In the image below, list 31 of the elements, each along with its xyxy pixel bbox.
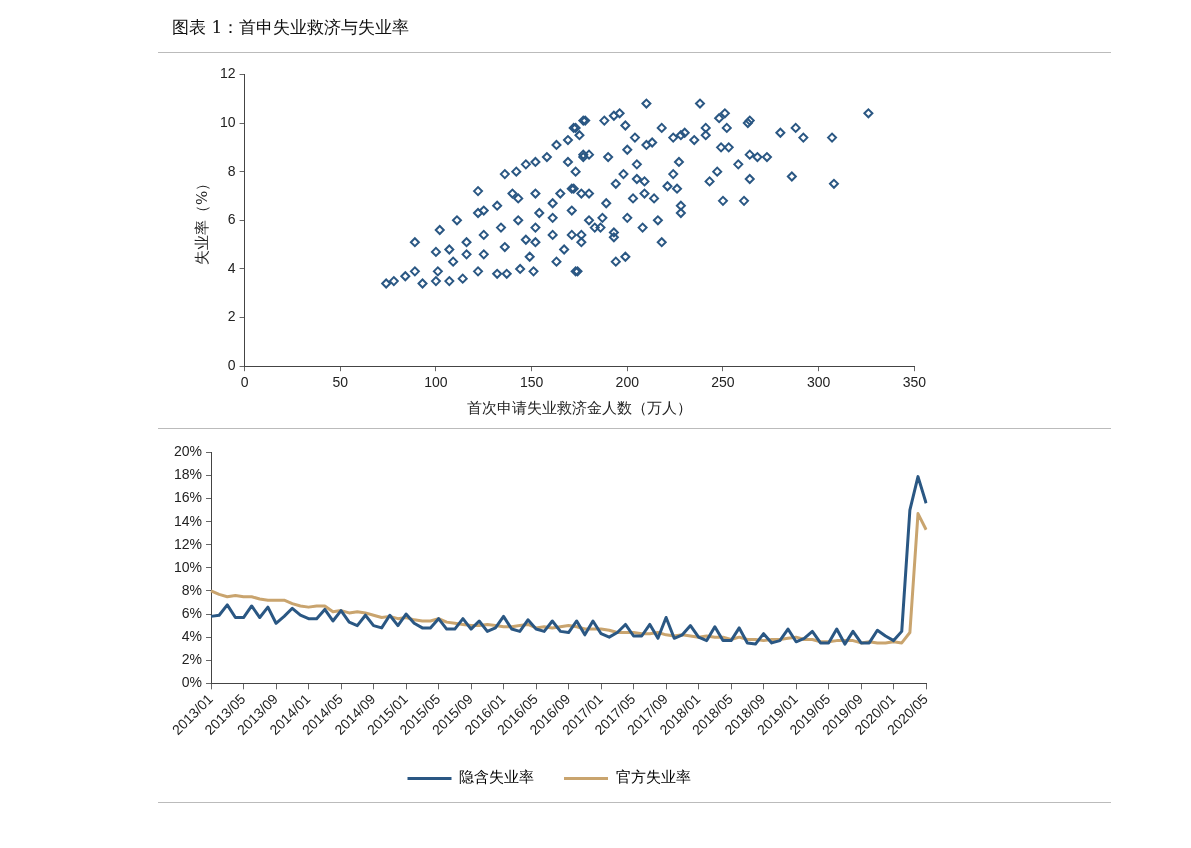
y-tick-label: 12 — [219, 65, 236, 82]
x-tick-label: 100 — [424, 374, 448, 391]
y-tick-label: 6% — [181, 604, 203, 621]
x-axis-title: 首次申请失业救济金人数（万人） — [466, 398, 692, 417]
x-tick-label: 350 — [902, 374, 927, 391]
y-tick-label: 0 — [227, 357, 236, 374]
legend-label: 隐含失业率 — [459, 768, 534, 787]
y-tick-label: 4% — [181, 628, 203, 645]
y-tick-label: 0% — [181, 674, 203, 691]
y-tick-label: 12% — [173, 535, 203, 552]
x-tick-label: 200 — [615, 374, 640, 391]
x-tick-label: 150 — [519, 374, 544, 391]
y-tick-label: 4 — [227, 259, 236, 276]
y-tick-label: 18% — [173, 466, 203, 483]
x-tick-label: 300 — [806, 374, 831, 391]
y-tick-label: 14% — [173, 512, 203, 529]
legend-label: 官方失业率 — [615, 768, 691, 787]
y-tick-label: 10% — [173, 558, 203, 575]
y-tick-label: 8% — [181, 581, 203, 598]
x-tick-label: 0 — [240, 374, 249, 391]
y-tick-label: 6 — [227, 211, 236, 228]
y-tick-label: 20% — [173, 443, 203, 460]
y-tick-label: 2 — [227, 308, 236, 325]
y-tick-label: 2% — [181, 651, 203, 668]
y-tick-label: 10 — [219, 113, 236, 130]
y-tick-label: 16% — [173, 489, 203, 506]
chart-title: 图表 1：首申失业救济与失业率 — [172, 16, 410, 39]
y-tick-label: 8 — [227, 162, 236, 179]
y-axis-title: 失业率（%） — [192, 175, 211, 265]
x-tick-label: 250 — [711, 374, 735, 391]
x-tick-label: 50 — [332, 374, 349, 391]
